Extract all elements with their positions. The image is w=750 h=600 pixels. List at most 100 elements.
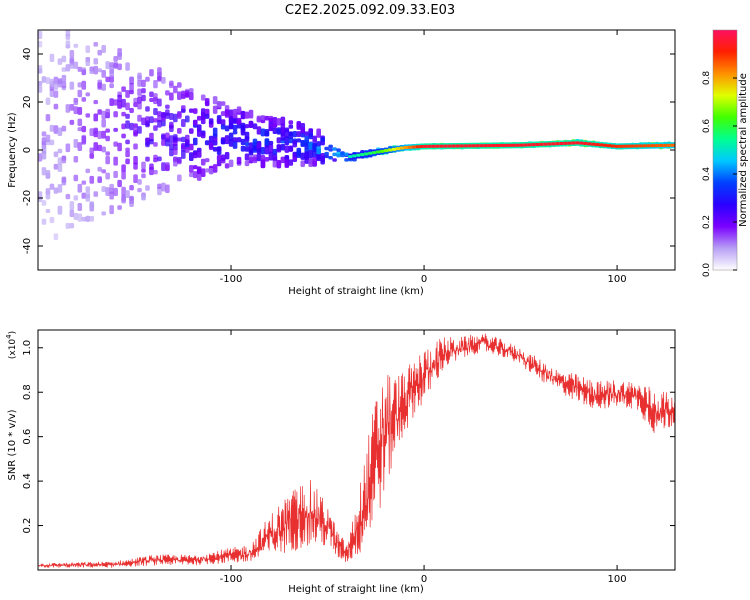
x-tick-label: 0	[421, 274, 427, 285]
spectrogram-cell	[264, 129, 270, 137]
spectrogram-cell	[559, 142, 564, 146]
spectrogram-cell	[308, 158, 314, 168]
spectrogram-cell	[89, 69, 95, 74]
spectrogram-cell	[129, 76, 134, 84]
spectrogram-cell	[288, 131, 294, 137]
spectrogram-cell	[141, 79, 146, 88]
spectrogram-cell	[149, 116, 154, 124]
spectrogram-cell	[324, 146, 329, 151]
spectrogram-cell	[161, 77, 166, 84]
spectrogram-cell	[312, 143, 317, 152]
spectrogram-cell	[567, 141, 572, 145]
spectrogram-cell	[117, 205, 122, 210]
snr-y-ticks: 0.2 0.4 0.6 0.8 1.0	[22, 340, 675, 534]
spectrogram-cell	[137, 114, 142, 122]
spectrogram-cell	[459, 144, 465, 148]
spectrogram-cell	[117, 102, 122, 109]
spectrogram-cell	[177, 137, 182, 142]
spectrogram-cell	[77, 213, 83, 222]
spectrogram-cell	[475, 144, 481, 148]
spectrogram-ylabel: Frequency (Hz)	[7, 112, 18, 188]
spectrogram-cell	[376, 150, 381, 154]
spectrogram-cell	[85, 113, 91, 118]
spectrogram-cell	[141, 94, 146, 102]
spectrogram-cell	[137, 88, 142, 96]
spectrogram-cell	[185, 134, 190, 144]
spectrogram-cell	[113, 141, 118, 147]
spectrogram-cell	[169, 148, 174, 157]
spectrogram-cell	[587, 142, 592, 146]
spectrogram-cell	[555, 142, 560, 146]
spectrogram-cell	[507, 143, 513, 147]
spectrogram-cell	[188, 91, 194, 101]
x-tick-label: -100	[220, 274, 243, 285]
spectrogram-cell	[224, 163, 230, 169]
snr-panel: -100 0 100 0.2 0.4 0.6 0.8 1.0 Height of strai…	[5, 329, 676, 595]
figure-title: C2E2.2025.092.09.33.E03	[285, 3, 455, 18]
spectrogram-x-ticks: -100 0 100	[220, 30, 627, 285]
spectrogram-cell	[153, 118, 158, 123]
spectrogram-cell	[41, 145, 47, 154]
spectrogram-cell	[228, 109, 234, 118]
spectrogram-cell	[192, 108, 198, 114]
spectrogram-cell	[192, 137, 198, 146]
spectrogram-cell	[181, 94, 186, 99]
spectrogram-cell	[41, 131, 47, 137]
spectrogram-cell	[204, 140, 210, 146]
spectrogram-cell	[447, 144, 453, 148]
spectrogram-cell	[216, 101, 222, 108]
spectrogram-cell	[93, 65, 99, 75]
spectrogram-cell	[169, 92, 174, 101]
snr-scale-label: (x104)	[5, 331, 18, 359]
snr-x-ticks: -100 0 100	[220, 330, 627, 585]
spectrogram-cell	[45, 190, 51, 200]
spectrogram-cell	[212, 146, 218, 152]
spectrogram-cell	[244, 146, 250, 152]
spectrogram-cell	[248, 120, 254, 128]
spectrogram-cell	[220, 124, 226, 130]
spectrogram-cell	[121, 170, 126, 180]
spectrogram-cell	[431, 144, 437, 148]
spectrogram-cell	[38, 41, 43, 48]
spectrogram-cell	[224, 125, 230, 132]
spectrogram-cell	[463, 144, 469, 148]
spectrogram-cell	[109, 75, 114, 83]
spectrogram-cell	[153, 96, 158, 105]
spectrogram-cell	[125, 158, 130, 165]
spectrogram-cell	[105, 108, 110, 116]
spectrogram-cell	[372, 151, 377, 155]
spectrogram-cell	[232, 137, 238, 143]
spectrogram-cell	[188, 165, 194, 173]
spectrogram-cell	[97, 166, 102, 172]
spectrogram-cell	[232, 124, 238, 131]
spectrogram-cell	[244, 111, 250, 119]
spectrogram-cell	[268, 117, 274, 123]
spectrogram-cell	[141, 117, 146, 126]
spectrogram-cell	[101, 45, 106, 54]
spectrogram-cell	[236, 106, 242, 113]
spectrogram-cell	[97, 49, 102, 56]
spectrogram-cell	[101, 186, 106, 192]
spectrogram-cell	[93, 113, 99, 122]
spectrogram-cell	[332, 147, 337, 151]
spectrogram-cell	[157, 75, 162, 82]
spectrogram-cell	[435, 144, 441, 148]
spectrogram-cell	[650, 144, 656, 148]
spectrogram-cell	[97, 68, 102, 73]
spectrogram-cell	[216, 160, 222, 167]
spectrogram-cell	[300, 140, 306, 147]
spectrogram-cell	[216, 118, 222, 125]
y-tick-label: 40	[22, 48, 33, 61]
spectrogram-cell	[125, 62, 130, 71]
spectrogram-cell	[97, 109, 102, 115]
spectrogram-cell	[212, 164, 218, 173]
spectrogram-cell	[252, 156, 258, 162]
spectrogram-cell	[137, 179, 142, 185]
spectrogram-cell	[77, 66, 83, 72]
spectrogram-cell	[121, 186, 126, 196]
spectrogram-cell	[93, 41, 99, 47]
colorbar-gradient	[712, 29, 738, 271]
spectrogram-cell	[153, 125, 158, 131]
spectrogram-cell	[236, 117, 242, 125]
